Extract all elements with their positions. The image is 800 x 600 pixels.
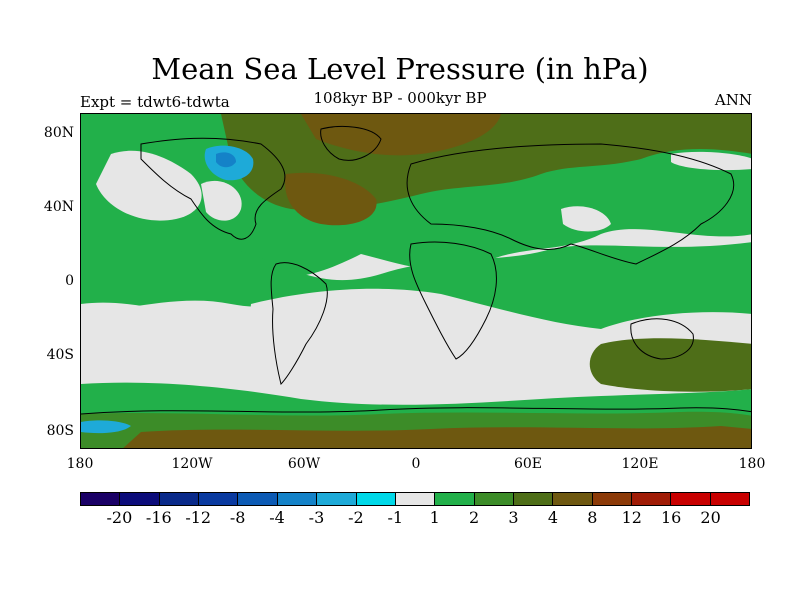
colorbar-label: 1 [429, 508, 440, 527]
colorbar-label: -3 [308, 508, 325, 527]
colorbar-segment [199, 493, 239, 505]
lon-label-60e: 60E [513, 456, 543, 472]
colorbar-label: 2 [469, 508, 480, 527]
contour-grey-pacific [81, 302, 212, 347]
colorbar-segment [317, 493, 357, 505]
coast-africa [409, 241, 497, 360]
coast-south-america [270, 262, 328, 385]
colorbar-label: -16 [145, 508, 172, 527]
colorbar-label: 20 [700, 508, 721, 527]
lon-label-120e: 120E [621, 456, 659, 472]
pressure-field-map [81, 114, 751, 448]
contour-olive-greenland [301, 114, 501, 156]
lat-label-0: 0 [65, 273, 74, 289]
lat-label-80s: 80S [46, 423, 74, 439]
colorbar-label: 12 [621, 508, 642, 527]
colorbar-label: 4 [547, 508, 559, 527]
contour-grey-na [96, 150, 202, 221]
contour-olive-atlantic [285, 172, 377, 226]
colorbar-segment [592, 493, 633, 505]
colorbar-segment [435, 493, 475, 505]
contour-olive-south [589, 338, 751, 392]
contour-olive-antarctic [123, 426, 751, 448]
colorbar-label: -20 [106, 508, 133, 527]
map-panel [80, 113, 752, 449]
colorbar-segment [632, 493, 672, 505]
colorbar-segment [671, 493, 711, 505]
coast-australia [630, 318, 694, 360]
coast-north-america [140, 137, 286, 240]
contour-grey-asia [561, 206, 611, 232]
contour-blue-hudson [216, 152, 236, 168]
lat-label-80n: 80N [43, 125, 74, 141]
colorbar-label: -1 [387, 508, 404, 527]
lon-label-60w: 60W [287, 456, 321, 472]
lat-label-40n: 40N [43, 199, 74, 215]
colorbar-label: -4 [269, 508, 285, 527]
experiment-label: Expt = tdwt6-tdwta [80, 93, 230, 111]
colorbar-segment [159, 493, 200, 505]
period-label: 108kyr BP - 000kyr BP [313, 89, 487, 107]
lon-label-180e: 180 [738, 456, 766, 472]
coastlines [81, 125, 751, 415]
colorbar-segment [513, 493, 554, 505]
lat-label-40s: 40S [46, 347, 74, 363]
lon-label-180w: 180 [66, 456, 94, 472]
lon-label-120w: 120W [171, 456, 213, 472]
colorbar-segment [710, 493, 750, 505]
colorbar-segment [120, 493, 160, 505]
colorbar-segment [81, 493, 121, 505]
colorbar-label: -8 [229, 508, 246, 527]
colorbar-segment [277, 493, 318, 505]
colorbar-label: -2 [348, 508, 364, 527]
colorbar-segment [238, 493, 278, 505]
colorbar-segment [553, 493, 593, 505]
colorbar-segment [395, 493, 436, 505]
contour-grey-arctic [671, 151, 751, 171]
colorbar [80, 492, 750, 506]
chart-title: Mean Sea Level Pressure (in hPa) [151, 52, 649, 86]
lon-label-0: 0 [411, 456, 421, 472]
coast-greenland [320, 125, 382, 161]
colorbar-label: -12 [185, 508, 212, 527]
colorbar-label: 3 [508, 508, 519, 527]
contour-cyan-antarctic [81, 420, 131, 434]
colorbar-segment [474, 493, 514, 505]
colorbar-label: 16 [660, 508, 682, 527]
season-label: ANN [714, 91, 752, 109]
contour-grey-atl [201, 180, 242, 221]
coast-eurasia [406, 143, 735, 265]
colorbar-segment [356, 493, 396, 505]
colorbar-label: 8 [587, 508, 598, 527]
coast-antarctica [81, 407, 751, 415]
